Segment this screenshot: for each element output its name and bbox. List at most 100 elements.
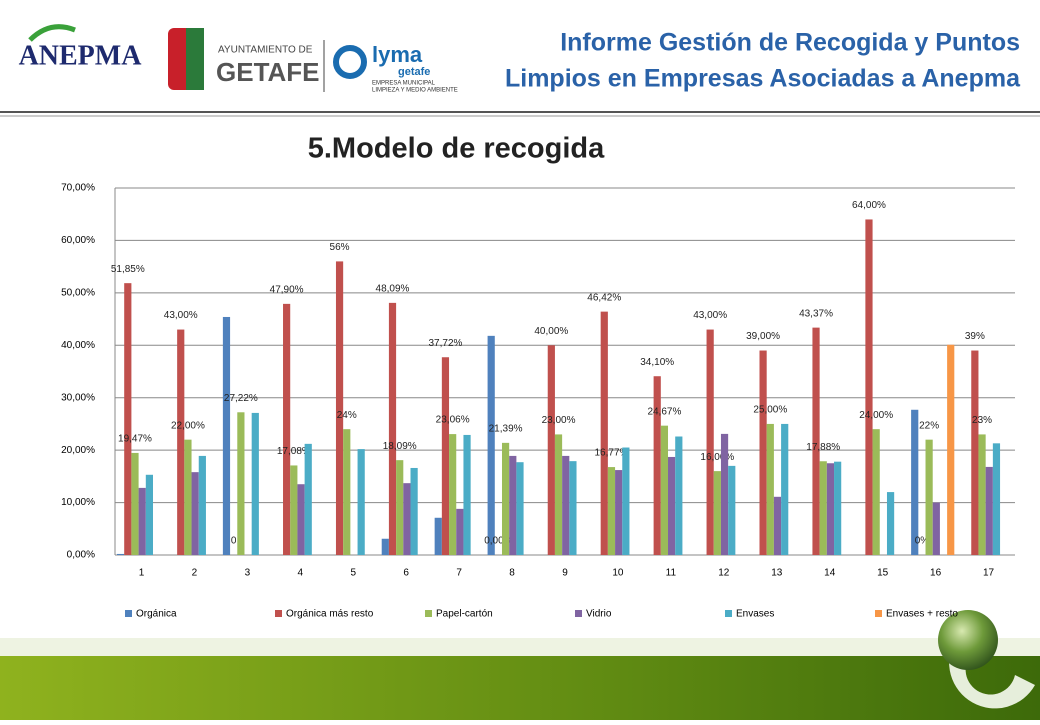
y-tick-label: 40,00% <box>61 340 95 351</box>
bar <box>516 462 524 555</box>
data-label: 43,00% <box>693 310 727 321</box>
data-label: 22% <box>919 420 939 431</box>
legend-label: Vidrio <box>586 609 612 620</box>
data-label: 25,00% <box>753 405 787 416</box>
bar <box>124 283 132 555</box>
y-tick-label: 20,00% <box>61 445 95 456</box>
data-label: 40,00% <box>534 326 568 337</box>
data-label: 37,72% <box>428 338 462 349</box>
data-label: 43,00% <box>164 310 198 321</box>
footer-band <box>0 656 1040 720</box>
bar <box>925 439 933 555</box>
data-label: 0 <box>231 536 237 547</box>
bar <box>456 508 464 555</box>
bar <box>911 409 919 555</box>
bar <box>343 429 351 555</box>
x-tick-label: 12 <box>718 568 730 579</box>
logo-text: EMPRESA MUNICIPAL <box>372 81 436 87</box>
x-tick-label: 13 <box>771 568 783 579</box>
x-tick-label: 16 <box>930 568 942 579</box>
bar <box>766 423 774 555</box>
legend-label: Orgánica <box>136 609 177 620</box>
legend-swatch <box>575 610 582 617</box>
bar <box>668 456 676 555</box>
bar <box>562 455 570 555</box>
bar <box>675 436 683 555</box>
x-tick-label: 6 <box>403 568 409 579</box>
bar <box>388 302 397 555</box>
legend-swatch <box>425 610 432 617</box>
header-title: Informe Gestión de Recogida y Puntos <box>560 29 1020 57</box>
bar <box>335 261 344 555</box>
logo-icon <box>333 45 367 79</box>
bar <box>381 538 389 555</box>
bar <box>357 449 365 555</box>
data-label: 34,10% <box>640 357 674 368</box>
bar <box>932 502 940 555</box>
legend-swatch <box>125 610 132 617</box>
bar <box>449 434 457 555</box>
x-tick-label: 9 <box>562 568 568 579</box>
x-tick-label: 5 <box>350 568 356 579</box>
data-label: 16,00% <box>700 452 734 463</box>
bar <box>547 345 555 555</box>
bar <box>706 329 714 555</box>
logo-swoosh <box>949 640 1035 709</box>
bar <box>198 455 206 555</box>
bar <box>441 357 450 555</box>
data-label: 17,08% <box>277 446 311 457</box>
bar <box>826 463 835 555</box>
bar <box>177 329 185 555</box>
data-label: 23,06% <box>436 415 470 426</box>
bar <box>720 433 729 555</box>
legend-swatch <box>875 610 882 617</box>
data-label: 51,85% <box>111 264 145 275</box>
x-tick-label: 1 <box>139 568 145 579</box>
bar <box>759 350 767 555</box>
x-tick-label: 10 <box>612 568 624 579</box>
legend-label: Papel-cartón <box>436 609 493 620</box>
bar <box>865 219 873 555</box>
bar <box>283 303 291 555</box>
bar <box>487 335 495 555</box>
bar <box>463 434 471 555</box>
bar <box>251 412 259 555</box>
bar <box>607 467 616 555</box>
chart-title: 5.Modelo de recogida <box>308 133 605 165</box>
y-tick-label: 10,00% <box>61 497 95 508</box>
data-label: 47,90% <box>270 285 304 296</box>
data-label: 18,09% <box>383 441 417 452</box>
data-label: 39% <box>965 331 985 342</box>
x-tick-label: 15 <box>877 568 889 579</box>
bar <box>872 429 880 555</box>
data-label: 56% <box>330 242 350 253</box>
bar <box>117 553 125 555</box>
bar <box>145 474 153 555</box>
legend-swatch <box>725 610 732 617</box>
bar <box>660 425 669 555</box>
bar <box>237 412 245 555</box>
bar <box>992 443 1001 555</box>
bar <box>886 492 895 555</box>
bar <box>222 316 231 555</box>
bar <box>600 311 608 555</box>
bar <box>184 439 192 555</box>
bar <box>653 376 661 555</box>
bar <box>985 466 993 555</box>
logo-text: getafe <box>398 66 430 78</box>
bar <box>812 327 820 555</box>
bar <box>290 465 298 555</box>
coat-of-arms <box>186 28 204 90</box>
logo-swoosh <box>28 24 76 42</box>
data-label: 48,09% <box>376 284 410 295</box>
bar <box>971 350 979 555</box>
bar <box>509 455 517 555</box>
data-label: 39,00% <box>746 331 780 342</box>
y-tick-label: 50,00% <box>61 287 95 298</box>
legend-label: Envases + resto <box>886 609 958 620</box>
bar <box>434 517 442 555</box>
data-label: 43,37% <box>799 308 833 319</box>
data-label: 24% <box>337 410 357 421</box>
data-label: 23% <box>972 415 992 426</box>
